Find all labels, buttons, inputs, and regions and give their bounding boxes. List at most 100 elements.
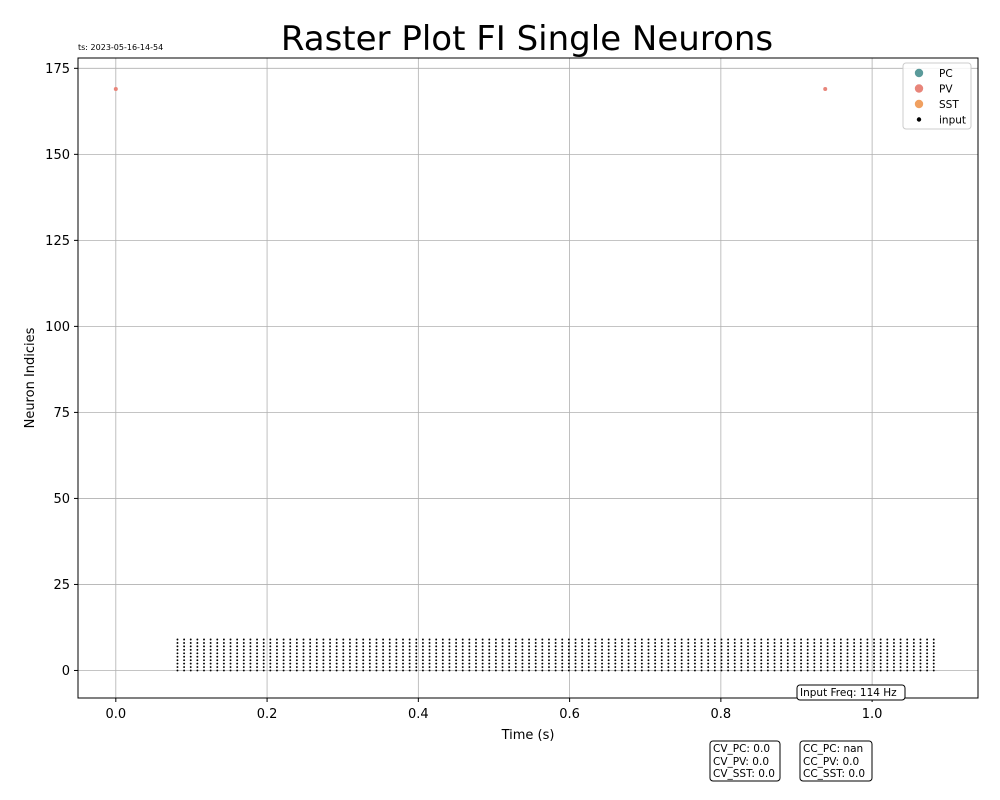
- x-tick-label: 0.0: [105, 707, 126, 722]
- input-spike: [402, 638, 404, 641]
- input-spike: [693, 669, 696, 672]
- input-spike: [521, 659, 524, 662]
- input-spike: [468, 638, 471, 641]
- input-spike: [620, 638, 623, 641]
- input-spike: [687, 662, 690, 665]
- input-spike: [640, 652, 643, 655]
- input-spike: [859, 652, 862, 655]
- input-spike: [534, 652, 537, 655]
- input-spike: [415, 655, 418, 658]
- input-spike: [421, 669, 424, 672]
- input-spike: [826, 641, 829, 644]
- input-spike: [441, 666, 444, 668]
- y-tick-label: 175: [45, 62, 70, 77]
- input-spike: [627, 638, 630, 641]
- input-spike: [932, 652, 935, 655]
- input-spike: [209, 655, 212, 658]
- legend-marker-sst: [914, 99, 924, 109]
- input-spike: [859, 638, 862, 641]
- input-spike: [912, 659, 915, 662]
- input-spike: [753, 666, 756, 668]
- input-spike: [826, 648, 829, 651]
- input-spike: [242, 669, 245, 672]
- input-spike: [813, 645, 816, 648]
- input-spike: [455, 645, 458, 648]
- input-spike: [315, 662, 318, 665]
- input-spike: [229, 645, 232, 648]
- input-spike: [674, 641, 676, 644]
- input-spike: [614, 662, 617, 665]
- input-spike: [594, 652, 597, 655]
- input-spike: [833, 648, 836, 651]
- input-spike: [302, 655, 305, 658]
- input-spike: [574, 652, 577, 655]
- input-spike: [839, 655, 842, 658]
- input-spike: [700, 641, 703, 644]
- input-spike: [382, 638, 385, 641]
- input-spike: [886, 648, 889, 651]
- input-spike: [820, 666, 822, 668]
- input-spike: [521, 666, 524, 668]
- input-spike: [760, 662, 763, 665]
- input-spike: [674, 638, 676, 641]
- input-spike: [216, 662, 219, 665]
- input-spike: [654, 655, 657, 658]
- input-spike: [660, 655, 663, 658]
- input-spike: [475, 655, 477, 658]
- input-spike: [886, 669, 889, 672]
- input-spike: [203, 662, 205, 665]
- input-spike: [448, 655, 451, 658]
- input-spike: [567, 638, 570, 641]
- input-spike: [574, 669, 577, 672]
- input-spike: [713, 659, 716, 662]
- input-spike: [727, 648, 730, 651]
- input-spike: [820, 662, 822, 665]
- input-spike: [760, 659, 763, 662]
- input-spike: [209, 666, 212, 668]
- input-spike: [833, 645, 836, 648]
- input-spike: [594, 645, 597, 648]
- input-spike: [528, 645, 531, 648]
- input-spike: [879, 652, 882, 655]
- input-spike: [707, 638, 710, 641]
- input-spike: [335, 669, 338, 672]
- input-spike: [342, 666, 345, 668]
- input-spike: [853, 645, 856, 648]
- input-spike: [607, 662, 610, 665]
- input-spike: [488, 655, 491, 658]
- input-spike: [873, 655, 875, 658]
- input-spike: [276, 645, 278, 648]
- input-spike: [587, 662, 590, 665]
- input-spike: [820, 641, 822, 644]
- input-spike: [249, 645, 252, 648]
- input-spike: [342, 652, 345, 655]
- input-spike: [773, 645, 776, 648]
- input-spike: [713, 648, 716, 651]
- input-spike: [740, 648, 743, 651]
- input-spike: [747, 648, 749, 651]
- input-spike: [322, 659, 325, 662]
- input-spike: [183, 666, 186, 668]
- input-spike: [262, 645, 265, 648]
- input-spike: [342, 669, 345, 672]
- grid-lines: [78, 58, 978, 698]
- input-spike: [660, 659, 663, 662]
- input-spike: [494, 669, 497, 672]
- input-spike: [203, 645, 205, 648]
- input-spike: [355, 641, 358, 644]
- input-spike: [700, 638, 703, 641]
- input-spike: [760, 648, 763, 651]
- input-spike: [932, 659, 935, 662]
- input-spike: [402, 659, 404, 662]
- input-spike: [740, 641, 743, 644]
- input-spike: [461, 652, 464, 655]
- input-spike: [614, 666, 617, 668]
- input-spike: [302, 662, 305, 665]
- input-spike: [521, 652, 524, 655]
- input-spike: [428, 641, 431, 644]
- input-spike: [309, 666, 312, 668]
- input-spike: [348, 645, 351, 648]
- input-spike: [561, 638, 564, 641]
- input-frequency-frame: [796, 684, 906, 701]
- input-spike: [886, 662, 889, 665]
